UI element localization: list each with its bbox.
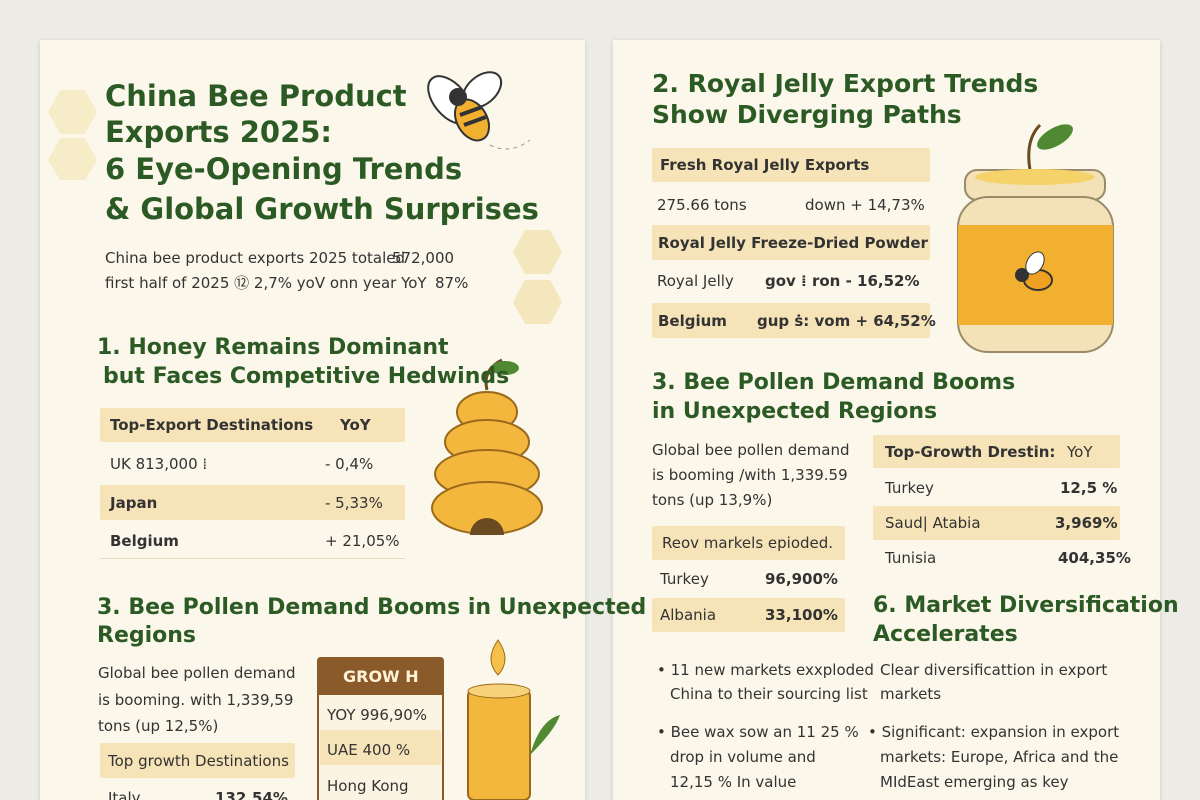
table-cell: Belgium <box>658 312 727 330</box>
divider <box>100 558 405 559</box>
jar-icon <box>957 123 1114 353</box>
row-band <box>100 485 405 520</box>
table-cell: - 0,4% <box>325 455 374 473</box>
table-header: Top growth Destinations <box>108 752 289 770</box>
row-band <box>652 303 930 338</box>
table-header-band <box>652 225 930 260</box>
table-cell: 96,900% <box>765 570 838 588</box>
table-cell: Royal Jelly <box>657 272 734 290</box>
note-text: markets: Europe, Africa and the <box>880 748 1119 766</box>
table-cell: down + 14,73% <box>805 196 925 214</box>
table-cell: Tunisia <box>885 549 937 567</box>
table-cell: 404,35% <box>1058 549 1131 567</box>
section-heading: 3. Bee Pollen Demand Booms <box>652 370 1016 395</box>
growth-title: GROW H <box>343 667 419 686</box>
title-line: China Bee Product <box>105 79 407 113</box>
bullet-text: • Bee wax sow an 11 25 % <box>657 723 859 741</box>
beehive-icon <box>431 358 543 535</box>
table-cell: Turkey <box>885 479 934 497</box>
bullet-text: 12,15 % In value <box>670 773 797 791</box>
body-text: Global bee pollen demand <box>98 664 296 682</box>
table-cell: + 21,05% <box>325 532 400 550</box>
table-header: YoY <box>1067 443 1093 461</box>
row-band <box>873 506 1120 540</box>
table-cell: gup ṡ: vom + 64,52% <box>757 312 936 330</box>
intro-value: 572,000 <box>392 249 455 267</box>
table-cell: Saud| Atabia <box>885 514 981 532</box>
table-cell: UK 813,000 ⁞ <box>110 455 208 473</box>
table-cell: Belgium <box>110 532 179 550</box>
title-line: & Global Growth Surprises <box>105 192 539 226</box>
section-heading: 2. Royal Jelly Export Trends <box>652 69 1039 98</box>
table-cell: 12,5 % <box>1060 479 1118 497</box>
growth-row: Hong Kong <box>327 777 409 795</box>
table-header: Royal Jelly Freeze-Dried Powder <box>658 234 928 252</box>
growth-row: YOY 996,90% <box>327 706 427 724</box>
note-text: Clear diversificattion in export <box>880 661 1108 679</box>
table-header: Fresh Royal Jelly Exports <box>660 156 870 174</box>
honeycomb <box>48 90 97 180</box>
section-heading: Show Diverging Paths <box>652 100 962 129</box>
table-cell: 132,54% <box>215 789 288 800</box>
table-cell: 275.66 tons <box>657 196 747 214</box>
row-band <box>320 730 441 765</box>
table-cell: Turkey <box>660 570 709 588</box>
honeycomb <box>513 230 562 324</box>
title-line: 6 Eye-Opening Trends <box>105 152 463 186</box>
table-header-band <box>100 743 295 778</box>
title-line: Exports 2025: <box>105 115 333 149</box>
intro-value: 87% <box>435 274 469 292</box>
table-header: Top-Growth Drestin: <box>885 443 1056 461</box>
section-heading: Accelerates <box>873 622 1018 647</box>
row-band <box>652 598 845 632</box>
note-text: MIdEast emerging as key <box>880 773 1069 791</box>
section-heading: Regions <box>97 623 197 648</box>
body-text: tons (up 12,5%) <box>98 717 219 735</box>
table-header: Top-Export Destinations <box>110 416 314 434</box>
table-cell: Albania <box>660 606 717 624</box>
section-heading: 3. Bee Pollen Demand Booms in Unexpected <box>97 595 647 620</box>
section-heading: but Faces Competitive Hedwinds <box>103 364 510 389</box>
body-text: tons (up 13,9%) <box>652 491 773 509</box>
section-heading: 1. Honey Remains Dominant <box>97 335 449 360</box>
table-header-band <box>100 408 405 442</box>
table-cell: Japan <box>110 494 158 512</box>
table-header-band <box>652 148 930 182</box>
table-cell: 3,969% <box>1055 514 1118 532</box>
intro-text: first half of 2025 ⑫ 2,7% yoV onn year Y… <box>105 274 427 292</box>
table-header-band <box>652 526 845 560</box>
section-heading: 6. Market Diversification <box>873 593 1179 618</box>
bullet-text: China to their sourcing list <box>670 685 868 703</box>
section-heading: in Unexpected Regions <box>652 399 938 424</box>
bullet-text: drop in volume and <box>670 748 816 766</box>
table-header: YoY <box>340 416 371 434</box>
body-text: is booming /with 1,339.59 <box>652 466 848 484</box>
bullet-text: • 11 new markets exxploded <box>657 661 874 679</box>
table-cell: gov ⁞ ron - 16,52% <box>765 272 920 290</box>
bee-icon <box>427 71 531 150</box>
intro-text: China bee product exports 2025 totaled <box>105 249 405 267</box>
growth-header <box>317 657 444 695</box>
candle-icon <box>467 639 560 800</box>
table-header-band <box>873 435 1120 468</box>
body-text: is booming. with 1,339,59 <box>98 691 294 709</box>
note-text: markets <box>880 685 942 703</box>
note-text: • Significant: expansion in export <box>868 723 1120 741</box>
table-cell: Italy <box>108 789 141 800</box>
table-cell: - 5,33% <box>325 494 383 512</box>
table-header: Reov markels epioded. <box>662 534 834 552</box>
growth-row: UAE 400 % <box>327 741 411 759</box>
table-cell: 33,100% <box>765 606 838 624</box>
body-text: Global bee pollen demand <box>652 441 850 459</box>
